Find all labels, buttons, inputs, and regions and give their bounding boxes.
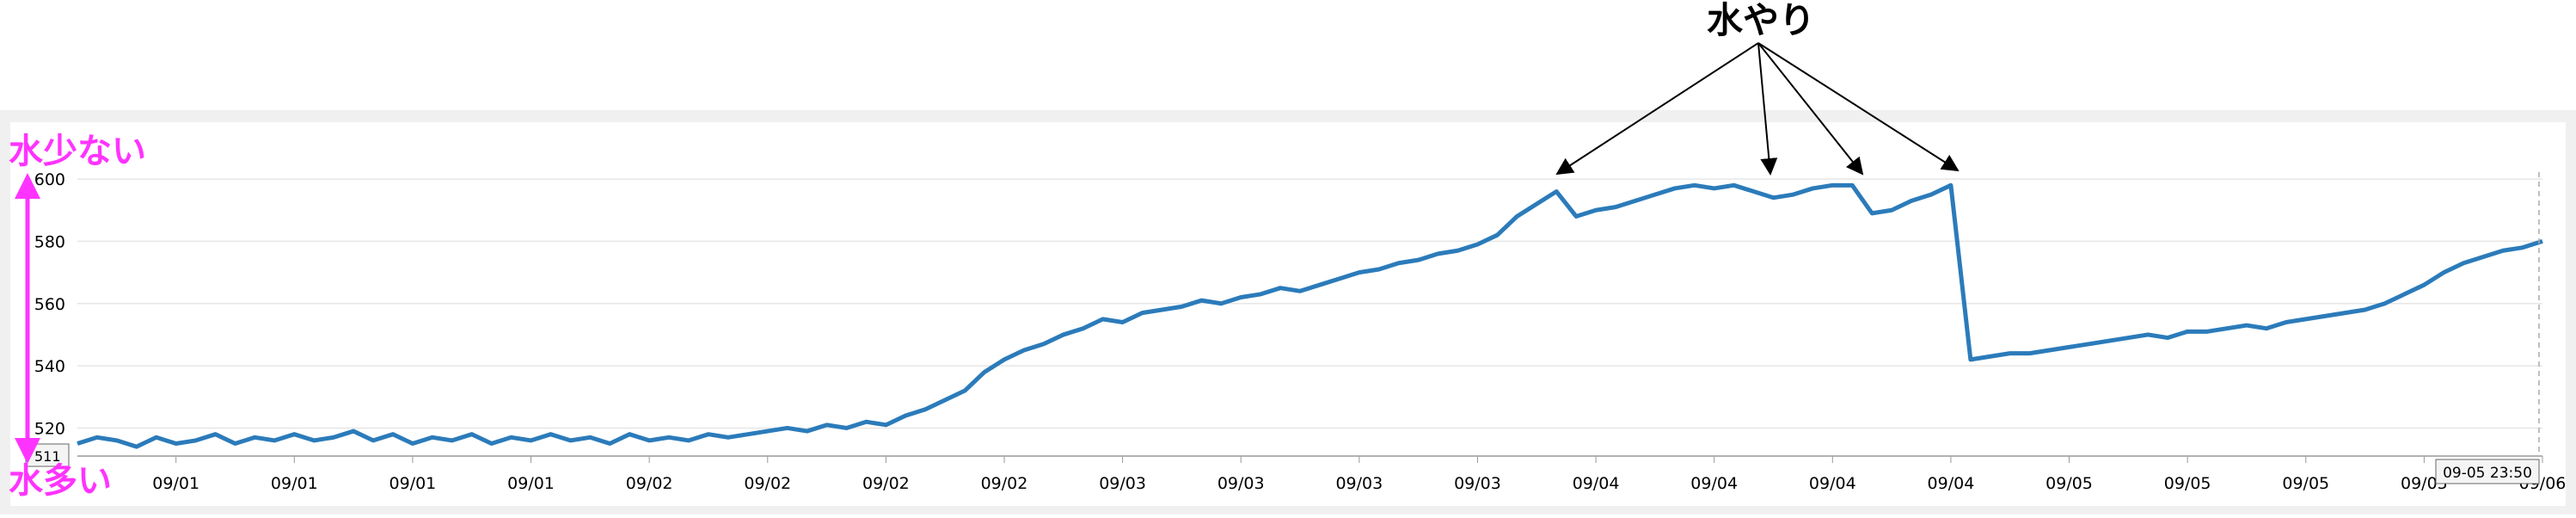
x-tick-label: 09/02 — [626, 474, 673, 493]
x-tick-label: 09/01 — [271, 474, 318, 493]
x-tick-label: 09/04 — [1928, 474, 1975, 493]
crosshair-x-label: 09-05 23:50 — [2443, 465, 2532, 482]
annotation-dry: 水少ない — [9, 132, 146, 171]
x-tick-label: 09/04 — [1690, 474, 1738, 493]
x-tick-label: 09/04 — [1809, 474, 1856, 493]
y-tick-label: 520 — [34, 419, 65, 438]
x-tick-label: 09/03 — [1099, 474, 1146, 493]
x-tick-label: 09/02 — [862, 474, 910, 493]
line — [77, 182, 2543, 449]
annotation-arrow — [1555, 42, 1759, 176]
annotation-arrow — [1757, 42, 1864, 176]
y-tick-label: 540 — [34, 357, 65, 376]
annotation-watering: 水やり — [1707, 0, 1815, 41]
x-tick-label: 09/01 — [389, 474, 437, 493]
crosshair-y-label: 511 — [34, 448, 61, 465]
x-tick-label: 09/05 — [2282, 474, 2329, 493]
annotation-arrow — [1757, 42, 1778, 176]
x-tick-label: 09/05 — [2045, 474, 2093, 493]
crosshair-x-box — [2435, 459, 2540, 484]
x-tick-label: 09/03 — [1454, 474, 1501, 493]
y-tick-label: 580 — [34, 232, 65, 251]
annotation-wet: 水多い — [9, 461, 112, 501]
x-tick-label: 09/05 — [2164, 474, 2211, 493]
x-tick-label: 09/02 — [744, 474, 791, 493]
y-tick-label: 560 — [34, 295, 65, 314]
x-tick-label: 09/02 — [981, 474, 1028, 493]
x-tick-label: 09/04 — [1573, 474, 1620, 493]
annotation-arrow — [1757, 42, 1960, 172]
x-tick-label: 09/03 — [1217, 474, 1265, 493]
y-tick-label: 600 — [34, 170, 65, 189]
x-tick-label: 09/01 — [507, 474, 555, 493]
x-tick-label: 09/01 — [152, 474, 199, 493]
plot-bg — [10, 122, 2566, 506]
x-tick-label: 09/03 — [1335, 474, 1383, 493]
